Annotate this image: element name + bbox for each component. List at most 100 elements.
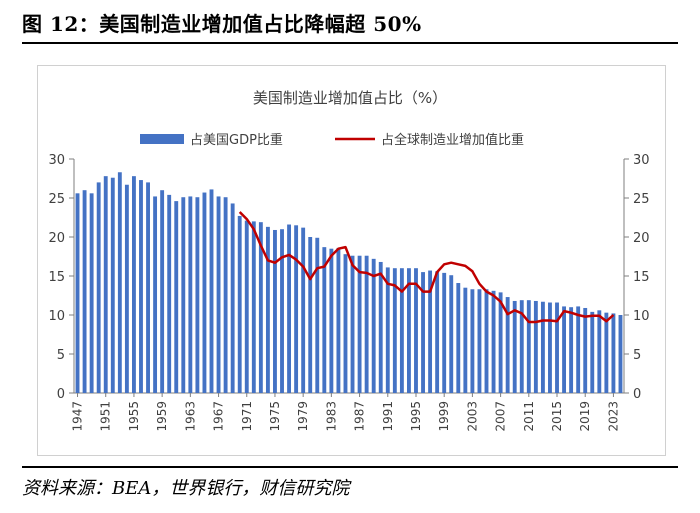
bar-1994 <box>406 268 411 393</box>
y-tick-label-left: 5 <box>57 348 65 363</box>
bar-1955 <box>131 176 136 393</box>
global-share-line <box>238 211 615 324</box>
bar-1947 <box>75 193 80 393</box>
bar-1985 <box>343 254 348 393</box>
x-tick-label: 2003 <box>465 401 479 432</box>
bar-2005 <box>484 289 489 393</box>
bar-2021 <box>597 310 602 393</box>
bar-1984 <box>336 247 341 393</box>
legend-line-label: 占全球制造业增加值比重 <box>381 132 524 148</box>
x-tick-label: 2015 <box>550 401 564 432</box>
bar-2010 <box>519 300 524 393</box>
bar-2022 <box>604 312 609 393</box>
bar-2014 <box>548 302 552 393</box>
bar-1959 <box>160 190 165 393</box>
bar-1970 <box>237 215 242 393</box>
x-tick-label: 1979 <box>296 401 310 432</box>
bar-1958 <box>153 196 158 393</box>
bar-2017 <box>569 307 574 393</box>
x-tick-label: 2019 <box>578 401 592 432</box>
bar-1980 <box>308 237 313 393</box>
x-tick-label: 1995 <box>409 401 423 432</box>
chart-title: 美国制造业增加值占比（%） <box>253 89 447 107</box>
bar-2023 <box>611 313 616 393</box>
bar-1987 <box>357 255 362 393</box>
bar-2003 <box>470 289 475 393</box>
bar-1997 <box>428 270 433 393</box>
source-note: 资料来源：BEA，世界银行，财信研究院 <box>22 478 350 499</box>
x-tick-label: 1955 <box>127 401 141 432</box>
bar-1998 <box>435 271 440 393</box>
bar-1995 <box>414 268 418 393</box>
y-tick-label-right: 20 <box>633 231 650 246</box>
bar-2009 <box>512 300 517 393</box>
bar-1966 <box>209 189 214 393</box>
x-tick-label: 1963 <box>183 401 197 432</box>
bar-1963 <box>188 196 193 393</box>
axes: 0 0 5 5 10 10 15 15 20 20 25 25 30 30 1947 1951 1955 1959… <box>48 153 649 432</box>
bar-1979 <box>301 227 306 393</box>
bar-1962 <box>181 197 186 393</box>
bar-1973 <box>258 222 263 393</box>
x-tick-label: 1947 <box>71 401 85 432</box>
bar-1967 <box>216 196 221 393</box>
bar-2006 <box>491 290 496 393</box>
x-tick-label: 1959 <box>155 401 169 432</box>
bar-1969 <box>230 203 235 393</box>
chart-frame <box>37 65 666 456</box>
x-tick-label: 1991 <box>381 401 395 432</box>
bar-2016 <box>562 306 567 393</box>
bar-2008 <box>505 297 510 393</box>
bar-1960 <box>167 194 172 393</box>
x-tick-label: 2023 <box>606 401 620 432</box>
bar-2004 <box>477 289 482 393</box>
bar-1977 <box>287 224 292 393</box>
bar-1954 <box>124 184 129 393</box>
line-series <box>238 211 615 324</box>
x-tick-label: 1999 <box>437 401 451 432</box>
y-tick-label-left: 25 <box>48 192 65 207</box>
x-tick-label: 1967 <box>212 401 226 432</box>
bar-2007 <box>498 292 503 393</box>
bar-1948 <box>82 190 87 393</box>
bar-1951 <box>103 176 108 393</box>
bar-1993 <box>399 268 404 393</box>
legend-bar-label: 占美国GDP比重 <box>190 132 283 148</box>
y-tick-label-left: 0 <box>57 387 65 402</box>
y-tick-label-right: 15 <box>633 270 650 285</box>
bar-2013 <box>540 301 545 393</box>
bar-1978 <box>294 225 299 393</box>
bar-1968 <box>223 197 228 393</box>
bar-2020 <box>590 311 595 393</box>
bar-1976 <box>280 229 284 393</box>
y-tick-label-right: 10 <box>633 309 650 324</box>
x-tick-label: 1951 <box>99 401 113 432</box>
y-tick-label-left: 30 <box>48 153 65 168</box>
bar-1983 <box>329 248 334 393</box>
bar-1982 <box>322 247 327 393</box>
bar-1956 <box>139 180 143 393</box>
x-tick-label: 1983 <box>324 401 338 432</box>
x-tick-label: 1975 <box>268 401 282 432</box>
bar-2018 <box>576 306 581 393</box>
bar-2001 <box>456 283 461 393</box>
bar-1965 <box>202 192 207 393</box>
y-tick-label-left: 20 <box>48 231 65 246</box>
top-rule <box>22 42 678 44</box>
bar-1989 <box>371 258 376 393</box>
bar-1992 <box>392 268 397 393</box>
bar-1952 <box>110 177 115 393</box>
y-tick-label-left: 10 <box>48 309 65 324</box>
bar-2002 <box>463 287 468 393</box>
bar-1971 <box>244 220 249 393</box>
bar-1949 <box>89 193 94 393</box>
bar-1972 <box>251 221 256 393</box>
bottom-rule <box>22 466 678 468</box>
legend: 占美国GDP比重 占全球制造业增加值比重 <box>140 132 524 148</box>
bar-1953 <box>117 172 122 393</box>
bar-1988 <box>364 255 369 393</box>
x-tick-label: 2011 <box>522 401 536 432</box>
bar-1961 <box>174 201 179 393</box>
bar-2015 <box>555 302 559 393</box>
